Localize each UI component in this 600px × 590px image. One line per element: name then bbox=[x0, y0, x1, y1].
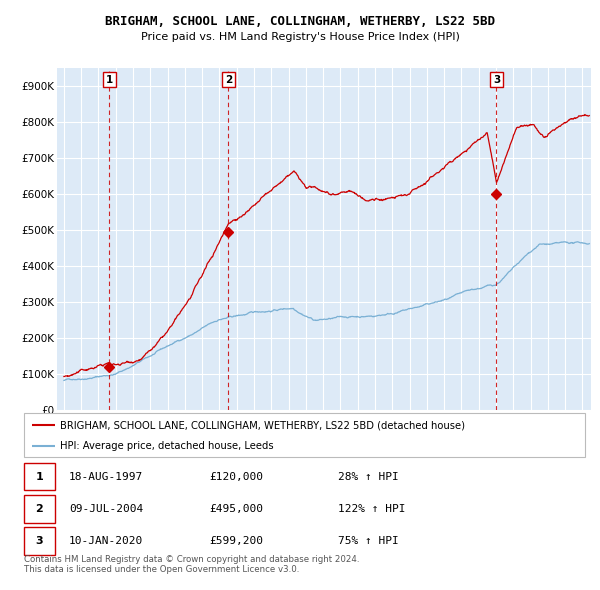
Text: 2: 2 bbox=[35, 504, 43, 514]
Text: £120,000: £120,000 bbox=[209, 472, 263, 482]
Text: 28% ↑ HPI: 28% ↑ HPI bbox=[338, 472, 399, 482]
Bar bbox=[24, 527, 55, 555]
Text: BRIGHAM, SCHOOL LANE, COLLINGHAM, WETHERBY, LS22 5BD: BRIGHAM, SCHOOL LANE, COLLINGHAM, WETHER… bbox=[105, 15, 495, 28]
Text: 3: 3 bbox=[493, 75, 500, 85]
Text: Contains HM Land Registry data © Crown copyright and database right 2024.: Contains HM Land Registry data © Crown c… bbox=[24, 555, 359, 563]
Text: 10-JAN-2020: 10-JAN-2020 bbox=[69, 536, 143, 546]
Text: Price paid vs. HM Land Registry's House Price Index (HPI): Price paid vs. HM Land Registry's House … bbox=[140, 32, 460, 42]
Text: 1: 1 bbox=[106, 75, 113, 85]
Text: £495,000: £495,000 bbox=[209, 504, 263, 514]
Bar bbox=[24, 463, 55, 490]
Text: HPI: Average price, detached house, Leeds: HPI: Average price, detached house, Leed… bbox=[61, 441, 274, 451]
Text: This data is licensed under the Open Government Licence v3.0.: This data is licensed under the Open Gov… bbox=[24, 565, 299, 574]
Text: 18-AUG-1997: 18-AUG-1997 bbox=[69, 472, 143, 482]
Text: 122% ↑ HPI: 122% ↑ HPI bbox=[338, 504, 406, 514]
Text: 09-JUL-2004: 09-JUL-2004 bbox=[69, 504, 143, 514]
Text: 75% ↑ HPI: 75% ↑ HPI bbox=[338, 536, 399, 546]
Text: 2: 2 bbox=[225, 75, 232, 85]
Bar bbox=[24, 495, 55, 523]
Text: 3: 3 bbox=[35, 536, 43, 546]
Text: BRIGHAM, SCHOOL LANE, COLLINGHAM, WETHERBY, LS22 5BD (detached house): BRIGHAM, SCHOOL LANE, COLLINGHAM, WETHER… bbox=[61, 421, 466, 430]
Text: 1: 1 bbox=[35, 472, 43, 482]
Text: £599,200: £599,200 bbox=[209, 536, 263, 546]
